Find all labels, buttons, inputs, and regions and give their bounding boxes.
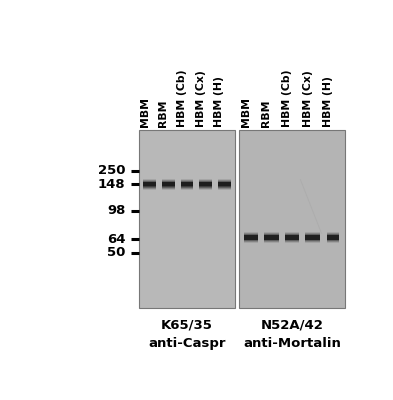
Bar xyxy=(162,182,174,187)
Text: 250: 250 xyxy=(98,164,125,177)
Text: MBM: MBM xyxy=(140,97,150,127)
Bar xyxy=(244,236,258,240)
Bar xyxy=(218,180,231,189)
Bar xyxy=(218,181,231,188)
Bar xyxy=(285,232,299,243)
Text: 64: 64 xyxy=(107,233,125,246)
Bar xyxy=(305,235,320,240)
Text: HBM (H): HBM (H) xyxy=(323,76,333,127)
Bar xyxy=(162,179,174,190)
Bar xyxy=(264,233,279,242)
Text: N52A/42: N52A/42 xyxy=(261,319,323,332)
Bar xyxy=(139,130,235,308)
Text: anti-Caspr: anti-Caspr xyxy=(148,337,226,350)
Text: anti-Mortalin: anti-Mortalin xyxy=(243,337,341,350)
Text: 98: 98 xyxy=(107,204,125,218)
Bar xyxy=(244,234,258,241)
Bar xyxy=(305,232,320,243)
Bar xyxy=(264,234,279,241)
Bar xyxy=(162,180,174,189)
Bar xyxy=(244,232,258,243)
Bar xyxy=(285,233,299,242)
Bar xyxy=(143,181,156,188)
Text: RBM: RBM xyxy=(158,100,168,127)
Bar xyxy=(162,181,174,188)
Bar xyxy=(285,236,299,240)
Bar xyxy=(305,234,320,241)
Bar xyxy=(199,179,212,190)
Bar xyxy=(264,232,279,243)
Bar xyxy=(143,182,156,187)
Bar xyxy=(181,179,193,190)
Bar xyxy=(305,233,320,242)
Text: MBM: MBM xyxy=(241,97,251,127)
Bar xyxy=(264,235,279,240)
Text: K65/35: K65/35 xyxy=(161,319,213,332)
Text: 148: 148 xyxy=(97,178,125,191)
Bar xyxy=(199,181,212,188)
Bar xyxy=(239,130,345,308)
Bar xyxy=(143,180,156,189)
Bar xyxy=(181,182,193,187)
Bar xyxy=(305,236,320,240)
Text: HBM (Cx): HBM (Cx) xyxy=(196,70,206,127)
Bar xyxy=(199,180,212,189)
Bar xyxy=(162,182,174,186)
Bar xyxy=(143,182,156,186)
Text: RBM: RBM xyxy=(261,100,272,127)
Bar xyxy=(285,235,299,240)
Bar xyxy=(327,232,339,243)
Bar xyxy=(218,182,231,187)
Text: HBM (H): HBM (H) xyxy=(214,76,224,127)
Bar xyxy=(181,182,193,186)
Bar xyxy=(143,179,156,190)
Bar xyxy=(199,182,212,187)
Bar xyxy=(327,233,339,242)
Bar xyxy=(199,182,212,186)
Bar xyxy=(285,234,299,241)
Bar xyxy=(327,235,339,240)
Bar xyxy=(244,233,258,242)
Bar xyxy=(264,236,279,240)
Text: HBM (Cx): HBM (Cx) xyxy=(303,70,312,127)
Text: HBM (Cb): HBM (Cb) xyxy=(177,70,187,127)
Text: HBM (Cb): HBM (Cb) xyxy=(282,70,292,127)
Bar xyxy=(327,236,339,240)
Bar xyxy=(181,180,193,189)
Bar xyxy=(218,179,231,190)
Bar xyxy=(244,235,258,240)
Bar xyxy=(218,182,231,186)
Bar xyxy=(327,234,339,241)
Bar xyxy=(181,181,193,188)
Text: 50: 50 xyxy=(107,246,125,259)
